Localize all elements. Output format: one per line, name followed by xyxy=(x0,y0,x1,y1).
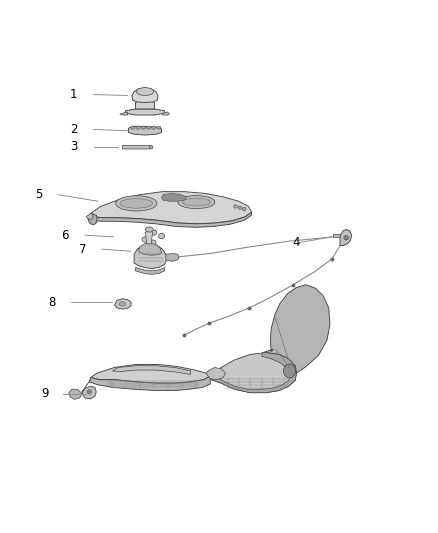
Polygon shape xyxy=(134,245,167,269)
Polygon shape xyxy=(91,192,252,224)
Text: 9: 9 xyxy=(41,387,48,400)
Polygon shape xyxy=(162,112,170,115)
Text: 3: 3 xyxy=(70,140,78,154)
Polygon shape xyxy=(333,235,340,237)
Ellipse shape xyxy=(136,126,140,129)
Ellipse shape xyxy=(150,240,156,245)
Ellipse shape xyxy=(147,126,150,129)
Ellipse shape xyxy=(136,87,154,95)
Polygon shape xyxy=(262,285,330,373)
Ellipse shape xyxy=(283,364,296,378)
Ellipse shape xyxy=(182,198,211,206)
Text: 5: 5 xyxy=(35,188,43,201)
Polygon shape xyxy=(89,376,210,391)
Ellipse shape xyxy=(119,302,125,306)
Polygon shape xyxy=(340,230,352,246)
Polygon shape xyxy=(135,100,155,109)
Polygon shape xyxy=(206,367,226,379)
Ellipse shape xyxy=(152,126,155,129)
Polygon shape xyxy=(135,268,165,274)
Polygon shape xyxy=(91,365,210,383)
Polygon shape xyxy=(88,212,252,228)
Text: 8: 8 xyxy=(49,296,56,309)
Polygon shape xyxy=(128,126,162,135)
Polygon shape xyxy=(132,88,158,102)
Ellipse shape xyxy=(151,230,157,235)
Text: 7: 7 xyxy=(79,243,86,256)
Ellipse shape xyxy=(243,207,246,211)
Ellipse shape xyxy=(238,206,242,209)
Ellipse shape xyxy=(87,390,92,394)
Polygon shape xyxy=(210,353,297,393)
Ellipse shape xyxy=(157,126,161,129)
Polygon shape xyxy=(69,389,82,399)
Polygon shape xyxy=(166,254,179,261)
Ellipse shape xyxy=(141,126,145,129)
Polygon shape xyxy=(122,146,152,149)
Text: 6: 6 xyxy=(61,229,69,241)
Ellipse shape xyxy=(234,205,237,208)
Polygon shape xyxy=(125,109,165,115)
Polygon shape xyxy=(145,231,153,244)
Polygon shape xyxy=(113,366,191,375)
Ellipse shape xyxy=(142,237,148,242)
Polygon shape xyxy=(82,386,96,399)
Polygon shape xyxy=(138,243,162,255)
Polygon shape xyxy=(88,213,97,225)
Ellipse shape xyxy=(145,227,153,232)
Polygon shape xyxy=(162,193,186,201)
Ellipse shape xyxy=(120,199,152,208)
Ellipse shape xyxy=(178,196,215,208)
Ellipse shape xyxy=(159,233,165,239)
Ellipse shape xyxy=(131,126,135,129)
Ellipse shape xyxy=(344,236,348,240)
Text: 4: 4 xyxy=(292,236,300,249)
Polygon shape xyxy=(86,213,93,220)
Ellipse shape xyxy=(116,196,157,211)
Text: 1: 1 xyxy=(70,88,78,101)
Polygon shape xyxy=(210,353,297,393)
Polygon shape xyxy=(120,112,127,115)
Text: 2: 2 xyxy=(70,123,78,136)
Polygon shape xyxy=(115,298,131,309)
Ellipse shape xyxy=(149,146,153,149)
